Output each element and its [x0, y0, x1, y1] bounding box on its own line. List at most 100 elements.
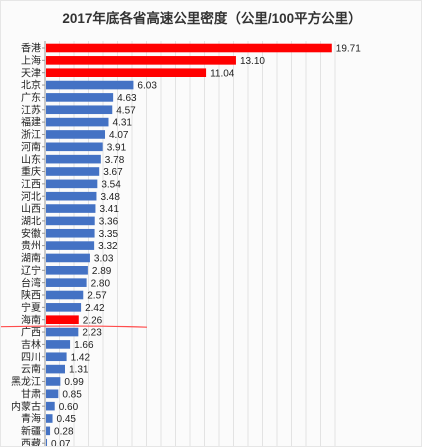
- bar: [46, 241, 95, 250]
- bar: [46, 167, 100, 176]
- category-label: 贵州: [21, 239, 41, 252]
- category-label: 宁夏: [21, 301, 41, 314]
- category-label: 北京: [21, 79, 41, 92]
- value-label: 4.57: [116, 105, 136, 116]
- bar: [46, 130, 106, 139]
- category-label: 江苏: [21, 103, 41, 116]
- value-label: 0.45: [57, 414, 77, 425]
- category-label: 海南: [21, 313, 41, 326]
- bar: [46, 414, 53, 423]
- bar: [46, 179, 98, 189]
- bar: [46, 266, 88, 275]
- category-label: 浙江: [21, 129, 41, 141]
- value-label: 4.07: [109, 130, 129, 141]
- bar: [46, 290, 84, 300]
- category-label: 山西: [21, 203, 41, 215]
- value-label: 3.54: [101, 179, 121, 190]
- value-label: 0.28: [54, 426, 74, 437]
- category-label: 四川: [21, 352, 41, 363]
- category-label: 辽宁: [21, 264, 41, 277]
- category-label: 广西: [21, 327, 41, 339]
- category-label: 台湾: [21, 276, 41, 289]
- bar: [46, 352, 67, 362]
- category-label: 黑龙江: [11, 375, 41, 388]
- value-label: 13.10: [240, 56, 265, 67]
- category-label: 西藏: [21, 438, 41, 446]
- category-label: 江西: [21, 178, 41, 190]
- category-label: 新疆: [21, 424, 41, 437]
- value-label: 2.42: [85, 303, 105, 314]
- bar: [46, 204, 96, 213]
- category-label: 吉林: [21, 338, 41, 351]
- bar: [46, 80, 134, 90]
- annotation-underline: [1, 325, 148, 328]
- category-label: 陕西: [21, 289, 41, 302]
- bar: [46, 364, 65, 374]
- bar: [46, 117, 109, 127]
- category-label: 安徽: [21, 227, 41, 240]
- bar: [46, 228, 95, 238]
- value-label: 6.03: [137, 81, 157, 92]
- value-label: 0.99: [64, 377, 84, 388]
- category-label: 重庆: [21, 165, 41, 178]
- value-label: 2.23: [82, 328, 102, 339]
- value-label: 0.60: [59, 402, 79, 413]
- value-label: 3.32: [98, 241, 118, 252]
- value-label: 3.36: [99, 217, 119, 228]
- value-label: 3.67: [103, 167, 123, 178]
- bar: [46, 142, 103, 152]
- value-label: 2.26: [83, 315, 103, 326]
- value-label: 4.63: [117, 93, 137, 104]
- bar: [46, 340, 71, 349]
- bar: [46, 56, 236, 65]
- value-label: 2.57: [87, 291, 107, 302]
- bar: [46, 216, 95, 226]
- bar: [46, 426, 51, 436]
- value-label: 3.91: [107, 142, 127, 153]
- category-label: 湖南: [21, 252, 41, 265]
- category-label: 内蒙古: [11, 400, 41, 413]
- value-label: 19.71: [336, 44, 361, 55]
- bar: [46, 438, 48, 446]
- bar: [46, 191, 97, 201]
- value-label: 11.04: [210, 68, 235, 79]
- value-label: 3.48: [100, 192, 120, 203]
- bar: [46, 401, 55, 411]
- value-label: 4.31: [112, 118, 132, 129]
- category-label: 甘肃: [21, 387, 41, 400]
- value-label: 0.07: [51, 439, 71, 446]
- bar: [46, 377, 61, 386]
- value-label: 2.89: [92, 266, 112, 277]
- bar: [46, 278, 87, 287]
- category-label: 福建: [21, 116, 41, 129]
- value-label: 1.31: [69, 365, 89, 376]
- value-label: 0.85: [62, 389, 82, 400]
- category-label: 上海: [21, 54, 41, 67]
- value-label: 2.80: [91, 278, 111, 289]
- bar: [46, 105, 113, 115]
- bar: [46, 389, 59, 399]
- value-label: 3.78: [105, 155, 125, 166]
- bar: [46, 303, 82, 312]
- value-label: 1.42: [71, 352, 91, 363]
- value-label: 1.66: [74, 340, 94, 351]
- bar: [46, 93, 114, 102]
- bar: [46, 315, 79, 324]
- value-label: 3.35: [99, 229, 119, 240]
- bar: [46, 327, 79, 337]
- bar: [46, 154, 101, 164]
- bar: [46, 253, 90, 263]
- value-label: 3.03: [94, 254, 114, 265]
- category-label: 河南: [21, 140, 41, 153]
- bar: [46, 68, 207, 77]
- chart-title: 2017年底各省高速公里密度（公里/100平方公里）: [62, 11, 362, 26]
- category-label: 广东: [21, 91, 41, 104]
- category-label: 云南: [21, 363, 41, 376]
- category-label: 天津: [21, 67, 41, 79]
- bar: [46, 43, 332, 53]
- category-label: 湖北: [21, 216, 41, 228]
- category-label: 香港: [21, 43, 41, 55]
- value-label: 3.41: [99, 204, 119, 215]
